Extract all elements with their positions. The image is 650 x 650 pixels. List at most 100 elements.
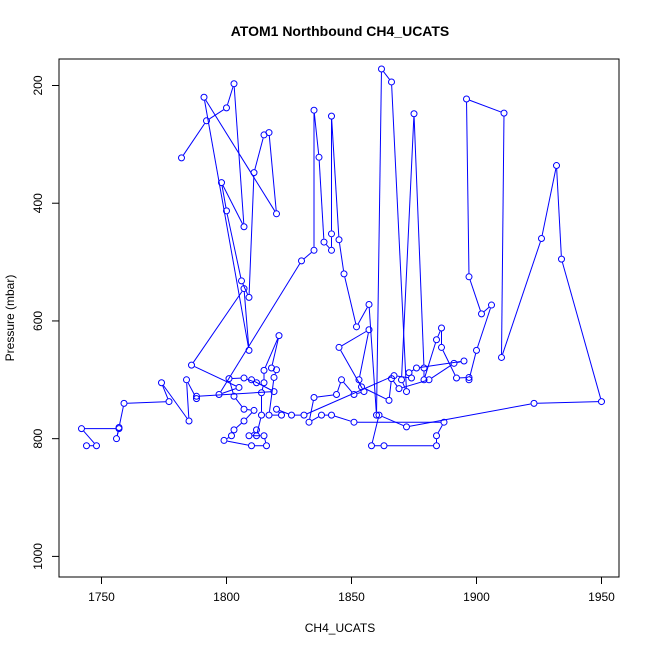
series-segment	[381, 416, 404, 427]
data-point	[408, 374, 415, 382]
series-segment	[501, 116, 505, 355]
series-segment	[477, 308, 491, 348]
series-segment	[466, 102, 470, 274]
data-point	[275, 332, 283, 340]
series-segment	[226, 437, 229, 440]
series-segment	[344, 277, 357, 324]
data-point	[193, 395, 200, 403]
series-segment	[411, 369, 414, 372]
series-segment	[245, 412, 253, 419]
series-segment	[268, 380, 275, 412]
series-segment	[226, 214, 242, 278]
data-point	[253, 426, 260, 434]
data-point	[598, 398, 605, 406]
series-segment	[268, 135, 277, 211]
data-point	[310, 246, 318, 254]
data-point	[453, 374, 460, 382]
x-tick-label: 1950	[588, 590, 615, 604]
series-segment	[205, 99, 276, 212]
series-segment	[116, 431, 119, 436]
data-point	[403, 388, 410, 396]
data-point	[253, 379, 260, 387]
series-segment	[334, 415, 351, 422]
y-tick-label: 1000	[31, 543, 45, 570]
series-segment	[243, 291, 250, 348]
data-point	[365, 300, 373, 308]
series-segment	[256, 418, 262, 433]
data-point	[240, 374, 248, 382]
series-segment	[561, 262, 602, 399]
data-point	[250, 169, 258, 177]
data-point	[433, 432, 440, 440]
data-point	[238, 277, 245, 285]
data-point	[420, 376, 428, 384]
data-point	[185, 417, 193, 425]
data-point	[328, 246, 335, 254]
data-point	[368, 442, 375, 450]
series-segment	[119, 406, 124, 425]
data-point	[223, 104, 230, 112]
data-point	[365, 326, 373, 334]
data-point	[440, 418, 448, 426]
data-point	[240, 405, 248, 413]
series-segment	[340, 350, 363, 389]
series-segment	[541, 168, 557, 236]
data-point	[500, 109, 508, 117]
series-segment	[227, 86, 234, 105]
series-segment	[469, 279, 481, 311]
x-tick-label: 1750	[88, 590, 115, 604]
series-segment	[359, 333, 369, 377]
series-segment	[227, 440, 249, 446]
data-point	[465, 376, 473, 384]
data-point	[268, 364, 275, 372]
data-point	[438, 324, 445, 332]
data-point	[300, 411, 308, 419]
series-segment	[331, 119, 340, 237]
series-segment	[388, 381, 392, 398]
plot-area	[58, 58, 620, 578]
data-point	[315, 153, 323, 161]
series-segment	[306, 376, 392, 415]
data-point	[220, 436, 228, 444]
data-point	[333, 391, 340, 399]
data-point	[398, 376, 405, 384]
data-point	[165, 398, 173, 406]
series-segment	[264, 438, 267, 443]
series-segment	[229, 381, 234, 394]
data-point	[350, 418, 358, 426]
series-segment	[357, 307, 368, 325]
series-segment	[364, 387, 387, 400]
data-point	[245, 432, 253, 440]
data-point	[385, 396, 393, 404]
data-point	[380, 442, 388, 450]
data-point	[358, 383, 365, 391]
data-point	[305, 418, 313, 426]
data-point	[298, 257, 305, 265]
data-point	[245, 346, 253, 354]
data-point	[263, 442, 270, 450]
series-segment	[502, 241, 541, 355]
series-segment	[437, 330, 441, 337]
data-point	[450, 359, 458, 367]
series-segment	[413, 117, 425, 365]
data-point	[215, 391, 223, 399]
data-point	[120, 399, 128, 407]
data-point	[260, 379, 268, 387]
data-point	[438, 343, 445, 351]
data-point	[265, 411, 273, 419]
series-segment	[537, 401, 599, 404]
series-segment	[437, 424, 443, 433]
data-point	[538, 235, 545, 243]
y-tick-label: 200	[31, 75, 45, 95]
data-point	[310, 393, 318, 401]
y-axis-label: Pressure (mbar)	[3, 275, 17, 362]
series-segment	[278, 411, 280, 413]
series-segment	[182, 123, 206, 156]
data-point	[373, 411, 380, 419]
data-point	[465, 273, 473, 281]
data-point	[250, 406, 258, 414]
x-tick-label: 1850	[338, 590, 365, 604]
data-point	[390, 372, 398, 380]
data-point	[158, 379, 165, 387]
